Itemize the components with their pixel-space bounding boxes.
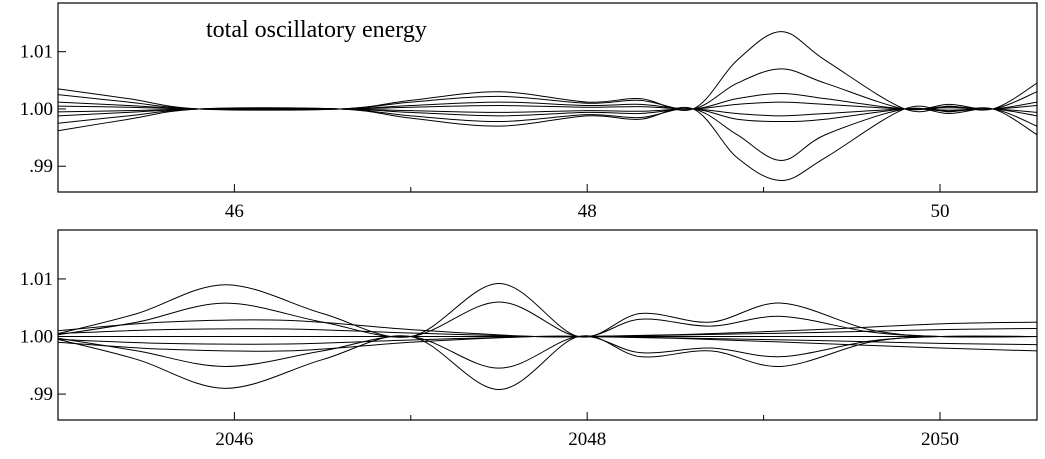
x-tick-label: 46 [225,201,244,222]
series-line-1 [58,283,1037,338]
series-line-4 [58,335,1037,369]
x-tick-label: 2050 [921,429,959,450]
plot-frame [57,2,1038,193]
x-tick-label: 2048 [568,429,606,450]
series-line-7 [58,327,1037,338]
y-tick-label: 1.00 [20,99,53,120]
y-tick-label: .99 [29,156,53,177]
chart-title: total oscillatory energy [206,17,427,43]
y-tick-label: 1.01 [20,269,53,290]
y-tick-label: .99 [29,384,53,405]
series-line-8 [58,335,1037,346]
series-line-3 [58,301,1037,338]
x-tick-label: 50 [930,201,949,222]
series-line-2 [58,105,1037,182]
chart-panel-2: .99 1.00 1.01 2046 2048 2050 [20,229,1038,450]
y-tick-label: 1.00 [20,327,53,348]
series-line-2 [58,335,1037,390]
x-tick-label: 2046 [215,429,253,450]
x-tick-label: 48 [578,201,597,222]
y-tick-label: 1.01 [20,42,53,63]
series-group [58,31,1037,182]
plot-frame [57,229,1038,421]
series-line-6 [58,108,1037,123]
series-line-8 [58,108,1037,117]
chart-panel-1: .99 1.00 1.01 46 48 50 total oscillatory energ… [20,2,1038,222]
series-group [58,283,1037,390]
